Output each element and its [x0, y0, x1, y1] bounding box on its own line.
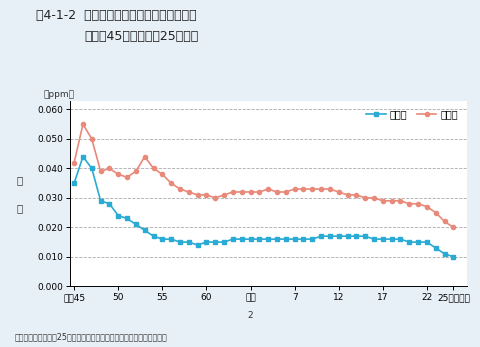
自排局: [168, 181, 174, 185]
自排局: [326, 187, 332, 191]
Line: 自排局: 自排局: [72, 122, 455, 229]
Text: 2: 2: [247, 311, 253, 320]
自排局: [247, 190, 253, 194]
一般局: [423, 240, 429, 244]
自排局: [309, 187, 314, 191]
一般局: [432, 246, 438, 250]
自排局: [132, 169, 138, 174]
Text: 資料：環境省「平成25年度大気汚染状況について（報道発表資料）」: 資料：環境省「平成25年度大気汚染状況について（報道発表資料）」: [14, 333, 167, 342]
一般局: [256, 237, 262, 241]
自排局: [229, 190, 235, 194]
自排局: [221, 193, 227, 197]
自排局: [396, 199, 402, 203]
一般局: [247, 237, 253, 241]
一般局: [326, 234, 332, 238]
一般局: [274, 237, 279, 241]
自排局: [414, 202, 420, 206]
一般局: [264, 237, 270, 241]
一般局: [89, 166, 95, 170]
自排局: [300, 187, 306, 191]
一般局: [185, 240, 191, 244]
一般局: [353, 234, 359, 238]
自排局: [185, 190, 191, 194]
自排局: [115, 172, 121, 176]
一般局: [238, 237, 244, 241]
一般局: [229, 237, 235, 241]
一般局: [449, 255, 455, 259]
一般局: [291, 237, 297, 241]
一般局: [282, 237, 288, 241]
自排局: [379, 199, 385, 203]
自排局: [274, 190, 279, 194]
一般局: [142, 228, 147, 232]
一般局: [370, 237, 376, 241]
一般局: [414, 240, 420, 244]
自排局: [317, 187, 323, 191]
自排局: [89, 137, 95, 141]
自排局: [212, 196, 217, 200]
自排局: [124, 175, 130, 179]
自排局: [432, 211, 438, 215]
自排局: [388, 199, 394, 203]
自排局: [142, 154, 147, 159]
一般局: [388, 237, 394, 241]
一般局: [80, 154, 85, 159]
一般局: [194, 243, 200, 247]
自排局: [177, 187, 182, 191]
自排局: [361, 196, 367, 200]
自排局: [264, 187, 270, 191]
Text: 濃: 濃: [16, 176, 22, 185]
一般局: [212, 240, 217, 244]
一般局: [221, 240, 227, 244]
一般局: [406, 240, 411, 244]
Text: （昭和45年度～平成25年度）: （昭和45年度～平成25年度）: [84, 30, 198, 43]
自排局: [194, 193, 200, 197]
自排局: [97, 169, 103, 174]
一般局: [106, 202, 112, 206]
一般局: [317, 234, 323, 238]
一般局: [335, 234, 341, 238]
自排局: [203, 193, 209, 197]
自排局: [441, 219, 446, 223]
自排局: [80, 122, 85, 126]
Text: 度: 度: [16, 203, 22, 213]
一般局: [177, 240, 182, 244]
一般局: [115, 213, 121, 218]
自排局: [370, 196, 376, 200]
自排局: [291, 187, 297, 191]
自排局: [106, 166, 112, 170]
一般局: [159, 237, 165, 241]
Text: （ppm）: （ppm）: [43, 90, 74, 99]
一般局: [71, 181, 77, 185]
自排局: [406, 202, 411, 206]
自排局: [238, 190, 244, 194]
一般局: [168, 237, 174, 241]
自排局: [423, 205, 429, 209]
Text: 围4-1-2  二酸化窒素濃度の年平均値の推移: 围4-1-2 二酸化窒素濃度の年平均値の推移: [36, 9, 196, 22]
一般局: [300, 237, 306, 241]
自排局: [335, 190, 341, 194]
一般局: [379, 237, 385, 241]
一般局: [361, 234, 367, 238]
自排局: [353, 193, 359, 197]
一般局: [97, 199, 103, 203]
自排局: [449, 225, 455, 229]
一般局: [441, 252, 446, 256]
Legend: 一般局, 自排局: 一般局, 自排局: [361, 105, 461, 123]
Line: 一般局: 一般局: [72, 154, 455, 259]
一般局: [203, 240, 209, 244]
一般局: [309, 237, 314, 241]
自排局: [282, 190, 288, 194]
一般局: [132, 222, 138, 227]
自排局: [150, 166, 156, 170]
一般局: [344, 234, 349, 238]
一般局: [150, 234, 156, 238]
自排局: [159, 172, 165, 176]
一般局: [124, 217, 130, 221]
一般局: [396, 237, 402, 241]
自排局: [71, 160, 77, 164]
自排局: [344, 193, 349, 197]
自排局: [256, 190, 262, 194]
